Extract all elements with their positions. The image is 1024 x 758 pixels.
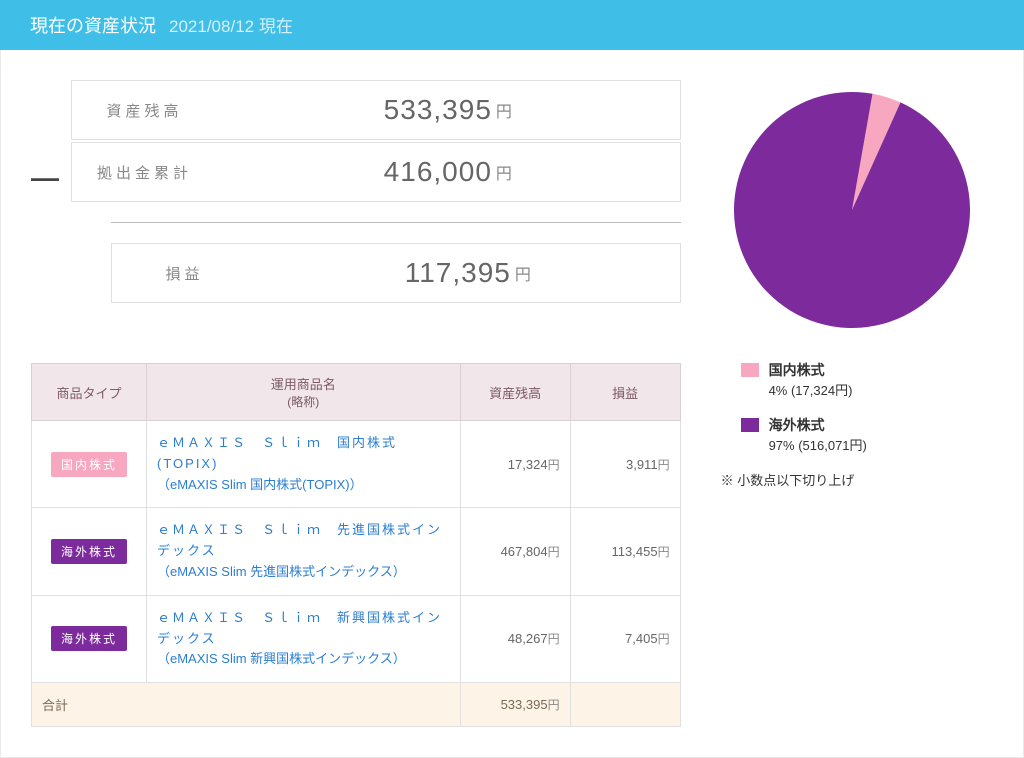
cell-pl: 7,405円 [570, 595, 680, 682]
legend-label: 海外株式 [769, 415, 867, 435]
th-type: 商品タイプ [32, 364, 147, 421]
summary-block: — 資産残高 533,395 円 拠出金累計 416,000 円 損益 [31, 80, 681, 303]
total-label: 合計 [32, 683, 461, 727]
summary-contrib-value: 416,000 円 [217, 143, 680, 201]
summary-pl-value: 117,395 円 [257, 244, 680, 302]
pie-chart-wrap [711, 80, 993, 350]
summary-balance-row: 資産残高 533,395 円 [71, 80, 681, 140]
page-header: 現在の資産状況 2021/08/12 現在 [0, 0, 1024, 50]
products-table: 商品タイプ 運用商品名 (略称) 資産残高 損益 国内株式 ｅＭＡＸＩＳ Ｓｌｉｍ… [31, 363, 681, 727]
legend-swatch [741, 363, 759, 377]
right-column: 国内株式4% (17,324円) 海外株式97% (516,071円) ※ 小数点… [711, 80, 993, 727]
summary-contrib-label: 拠出金累計 [72, 143, 217, 201]
pie-legend: 国内株式4% (17,324円) 海外株式97% (516,071円) [711, 360, 993, 454]
pl-number: 117,395 [405, 257, 511, 289]
page-date: 2021/08/12 現在 [169, 17, 293, 36]
product-link[interactable]: ｅＭＡＸＩＳ Ｓｌｉｍ 国内株式(TOPIX) [157, 435, 397, 471]
product-name-paren: （eMAXIS Slim 国内株式(TOPIX)） [157, 475, 450, 496]
page-title: 現在の資産状況 [30, 16, 156, 36]
yen-unit: 円 [496, 160, 513, 184]
summary-contrib-row: 拠出金累計 416,000 円 [71, 142, 681, 202]
product-type-badge: 海外株式 [51, 626, 127, 651]
product-name-paren: （eMAXIS Slim 新興国株式インデックス） [157, 649, 450, 670]
summary-pl-row: 損益 117,395 円 [111, 243, 681, 303]
divider [111, 222, 681, 223]
table-header-row: 商品タイプ 運用商品名 (略称) 資産残高 損益 [32, 364, 681, 421]
table-row: 海外株式 ｅＭＡＸＩＳ Ｓｌｉｍ 新興国株式インデックス （eMAXIS Slim … [32, 595, 681, 682]
cell-name: ｅＭＡＸＩＳ Ｓｌｉｍ 国内株式(TOPIX) （eMAXIS Slim 国内株式… [147, 421, 461, 508]
cell-type: 海外株式 [32, 508, 147, 595]
summary-balance-label: 資産残高 [72, 81, 217, 139]
th-name-sub: (略称) [155, 393, 452, 410]
th-name: 運用商品名 (略称) [147, 364, 461, 421]
cell-pl: 3,911円 [570, 421, 680, 508]
summary-pl-label: 損益 [112, 244, 257, 302]
product-link[interactable]: ｅＭＡＸＩＳ Ｓｌｉｍ 先進国株式インデックス [157, 522, 442, 558]
content: — 資産残高 533,395 円 拠出金累計 416,000 円 損益 [0, 50, 1024, 758]
product-type-badge: 国内株式 [51, 452, 127, 477]
legend-value: 4% (17,324円) [769, 380, 853, 399]
cell-balance: 48,267円 [460, 595, 570, 682]
left-column: — 資産残高 533,395 円 拠出金累計 416,000 円 損益 [31, 80, 681, 727]
total-balance: 533,395円 [460, 683, 570, 727]
product-type-badge: 海外株式 [51, 539, 127, 564]
pie-slice [734, 92, 970, 328]
legend-label: 国内株式 [769, 360, 853, 380]
legend-swatch [741, 418, 759, 432]
th-balance: 資産残高 [460, 364, 570, 421]
contrib-number: 416,000 [384, 156, 492, 188]
cell-name: ｅＭＡＸＩＳ Ｓｌｉｍ 先進国株式インデックス （eMAXIS Slim 先進国株… [147, 508, 461, 595]
legend-text: 海外株式97% (516,071円) [769, 415, 867, 454]
cell-pl: 113,455円 [570, 508, 680, 595]
summary-balance-value: 533,395 円 [217, 81, 680, 139]
table-row: 海外株式 ｅＭＡＸＩＳ Ｓｌｉｍ 先進国株式インデックス （eMAXIS Slim … [32, 508, 681, 595]
balance-number: 533,395 [384, 94, 492, 126]
minus-icon: — [31, 162, 59, 194]
cell-balance: 17,324円 [460, 421, 570, 508]
pie-chart [732, 90, 972, 330]
table-total-row: 合計533,395円 [32, 683, 681, 727]
total-pl-empty [570, 683, 680, 727]
product-link[interactable]: ｅＭＡＸＩＳ Ｓｌｉｍ 新興国株式インデックス [157, 610, 442, 646]
cell-name: ｅＭＡＸＩＳ Ｓｌｉｍ 新興国株式インデックス （eMAXIS Slim 新興国株… [147, 595, 461, 682]
legend-item: 海外株式97% (516,071円) [741, 415, 993, 454]
cell-type: 海外株式 [32, 595, 147, 682]
table-row: 国内株式 ｅＭＡＸＩＳ Ｓｌｉｍ 国内株式(TOPIX) （eMAXIS Slim … [32, 421, 681, 508]
legend-item: 国内株式4% (17,324円) [741, 360, 993, 399]
th-pl: 損益 [570, 364, 680, 421]
legend-value: 97% (516,071円) [769, 435, 867, 454]
th-name-main: 運用商品名 [271, 377, 336, 392]
cell-balance: 467,804円 [460, 508, 570, 595]
yen-unit: 円 [515, 261, 532, 285]
yen-unit: 円 [496, 98, 513, 122]
product-name-paren: （eMAXIS Slim 先進国株式インデックス） [157, 562, 450, 583]
rounding-note: ※ 小数点以下切り上げ [711, 470, 993, 489]
cell-type: 国内株式 [32, 421, 147, 508]
legend-text: 国内株式4% (17,324円) [769, 360, 853, 399]
